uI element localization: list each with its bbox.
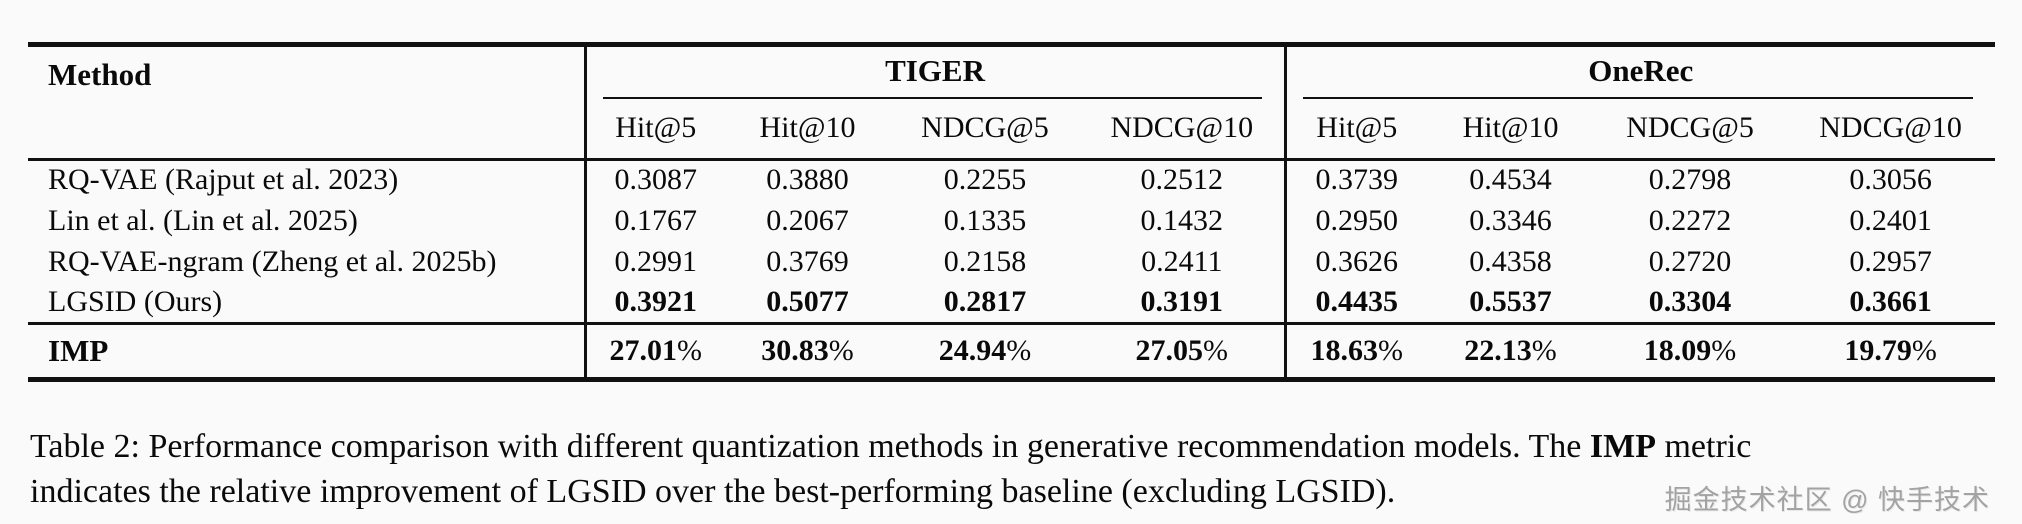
cmidrule-tiger bbox=[602, 97, 1262, 99]
value-cell: 0.2255 bbox=[943, 163, 1027, 197]
value-cell: 0.2401 bbox=[1849, 203, 1932, 237]
table-row-rqvae: RQ-VAE (Rajput et al. 2023) 0.3087 0.388… bbox=[28, 159, 1995, 200]
col-header-tiger-ndcg5: NDCG@5 bbox=[890, 99, 1080, 161]
imp-number: 18.09 bbox=[1643, 333, 1712, 367]
value-cell: 0.3087 bbox=[583, 159, 725, 200]
caption-bold-imp: IMP bbox=[1589, 427, 1656, 465]
value-cell: 0.2798 bbox=[1648, 163, 1732, 197]
results-table: Method TIGER OneRec Hit@5 Hit@10 NDCG@5 … bbox=[28, 42, 1996, 382]
method-cell: LGSID (Ours) bbox=[28, 282, 585, 325]
imp-number: 22.13 bbox=[1464, 333, 1532, 367]
value-cell: 0.3626 bbox=[1283, 241, 1428, 282]
value-cell: 0.2512 bbox=[1140, 163, 1224, 197]
value-cell: 0.3056 bbox=[1849, 163, 1932, 197]
value-cell: 0.3880 bbox=[766, 163, 849, 197]
value-cell: 0.5537 bbox=[1427, 282, 1595, 325]
col-header-tiger-ndcg10: NDCG@10 bbox=[1080, 99, 1286, 161]
imp-value-cell: 24.94% bbox=[890, 323, 1080, 382]
value-cell: 0.5077 bbox=[725, 282, 890, 325]
method-cell: RQ-VAE-ngram (Zheng et al. 2025b) bbox=[48, 244, 497, 278]
value-cell: 0.2272 bbox=[1648, 203, 1732, 237]
method-cell: Lin et al. (Lin et al. 2025) bbox=[48, 203, 358, 237]
value-cell: 0.2950 bbox=[1283, 200, 1428, 241]
value-cell: 0.2067 bbox=[766, 203, 849, 237]
caption-text-2: metric bbox=[1655, 427, 1752, 465]
percent-sign: % bbox=[828, 333, 854, 367]
table-row-lin: Lin et al. (Lin et al. 2025) 0.1767 0.20… bbox=[28, 200, 1995, 241]
value-cell: 0.2720 bbox=[1648, 244, 1732, 278]
percent-sign: % bbox=[1911, 333, 1937, 367]
value-cell: 0.1767 bbox=[583, 200, 725, 241]
table-caption: Table 2: Performance comparison with dif… bbox=[30, 424, 1995, 514]
value-cell: 0.1432 bbox=[1140, 203, 1224, 237]
imp-value-cell: 27.05% bbox=[1080, 323, 1286, 382]
value-cell: 0.3191 bbox=[1080, 282, 1286, 325]
metric-header-row: Hit@5 Hit@10 NDCG@5 NDCG@10 Hit@5 Hit@10… bbox=[28, 99, 1996, 161]
percent-sign: % bbox=[1203, 333, 1229, 367]
col-header-onerec-ndcg5: NDCG@5 bbox=[1594, 99, 1787, 161]
table-row-rqvae-ngram: RQ-VAE-ngram (Zheng et al. 2025b) 0.2991… bbox=[28, 241, 1995, 282]
watermark: 掘金技术社区 @ 快手技术 bbox=[1664, 485, 1990, 515]
imp-value-cell: 18.09% bbox=[1594, 323, 1787, 382]
imp-number: 30.83 bbox=[761, 333, 829, 367]
imp-value-cell: 30.83% bbox=[725, 323, 890, 382]
imp-number: 27.05 bbox=[1135, 333, 1204, 367]
group-label-tiger: TIGER bbox=[885, 53, 985, 88]
method-cell: RQ-VAE (Rajput et al. 2023) bbox=[48, 163, 399, 197]
col-header-onerec-hit10: Hit@10 bbox=[1427, 99, 1595, 161]
value-cell: 0.3739 bbox=[1283, 159, 1428, 200]
imp-number: 19.79 bbox=[1844, 333, 1912, 367]
imp-value-cell: 19.79% bbox=[1786, 323, 1996, 382]
col-header-onerec-ndcg10: NDCG@10 bbox=[1786, 99, 1996, 161]
imp-number: 18.63 bbox=[1310, 333, 1379, 367]
imp-value-cell: 18.63% bbox=[1283, 323, 1428, 382]
value-cell: 0.3661 bbox=[1786, 282, 1996, 325]
group-header-onerec: OneRec bbox=[1283, 44, 1996, 99]
value-cell: 0.4534 bbox=[1469, 163, 1552, 197]
percent-sign: % bbox=[1006, 333, 1032, 367]
value-cell: 0.3304 bbox=[1594, 282, 1787, 325]
imp-number: 24.94 bbox=[938, 333, 1007, 367]
value-cell: 0.2411 bbox=[1141, 244, 1223, 278]
caption-text-3: indicates the relative improvement of LG… bbox=[30, 472, 1396, 510]
value-cell: 0.3769 bbox=[766, 244, 849, 278]
value-cell: 0.3346 bbox=[1469, 203, 1552, 237]
method-column-header: Method bbox=[28, 44, 585, 161]
group-box-onerec: OneRec bbox=[1287, 47, 1996, 99]
value-cell: 0.2957 bbox=[1849, 244, 1932, 278]
caption-text-1: Table 2: Performance comparison with dif… bbox=[30, 427, 1590, 465]
value-cell: 0.3921 bbox=[583, 282, 725, 325]
value-cell: 0.4358 bbox=[1469, 244, 1552, 278]
col-header-tiger-hit5: Hit@5 bbox=[583, 99, 725, 161]
group-box-tiger: TIGER bbox=[587, 47, 1284, 99]
value-cell: 0.2158 bbox=[943, 244, 1027, 278]
percent-sign: % bbox=[1378, 333, 1404, 367]
imp-label: IMP bbox=[28, 323, 585, 382]
imp-value-cell: 27.01% bbox=[583, 323, 725, 382]
imp-value-cell: 22.13% bbox=[1427, 323, 1595, 382]
percent-sign: % bbox=[1711, 333, 1737, 367]
percent-sign: % bbox=[677, 333, 702, 367]
table-row-imp: IMP 27.01% 30.83% 24.94% 27.05% 18.63% 2… bbox=[28, 323, 1996, 382]
imp-number: 27.01 bbox=[609, 333, 678, 367]
cmidrule-onerec bbox=[1302, 97, 1974, 99]
col-header-tiger-hit10: Hit@10 bbox=[725, 99, 890, 161]
percent-sign: % bbox=[1531, 333, 1557, 367]
col-header-onerec-hit5: Hit@5 bbox=[1283, 99, 1428, 161]
value-cell: 0.4435 bbox=[1283, 282, 1428, 325]
value-cell: 0.2991 bbox=[583, 241, 725, 282]
group-label-onerec: OneRec bbox=[1588, 53, 1694, 88]
table-row-lgsid: LGSID (Ours) 0.3921 0.5077 0.2817 0.3191… bbox=[28, 282, 1996, 325]
group-header-tiger: TIGER bbox=[583, 44, 1286, 99]
group-header-row: Method TIGER OneRec bbox=[28, 44, 1996, 161]
value-cell: 0.1335 bbox=[943, 203, 1027, 237]
value-cell: 0.2817 bbox=[890, 282, 1080, 325]
